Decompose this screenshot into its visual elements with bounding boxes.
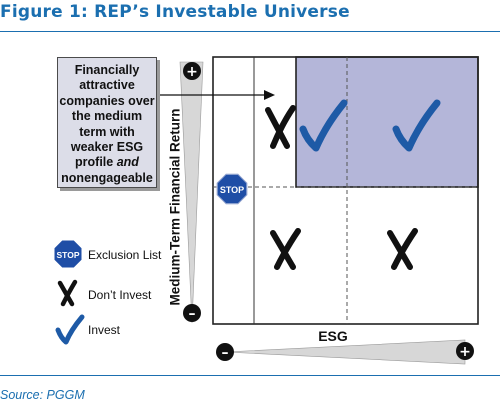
callout-line: companies over: [59, 93, 155, 108]
callout-line: attractive: [79, 78, 135, 93]
callout-and: and: [116, 155, 139, 170]
x-plus-sign: +: [456, 342, 474, 360]
cross-mark-low-low: [270, 228, 301, 270]
svg-text:–: –: [189, 306, 196, 322]
callout-line: Financially: [74, 63, 140, 77]
callout-box: Financially attractive companies over th…: [57, 57, 157, 188]
callout-line: nonengageable: [61, 170, 153, 185]
y-axis-label: Medium-Term Financial Return: [167, 108, 183, 306]
svg-text:STOP: STOP: [220, 185, 244, 195]
invest-region: [296, 57, 478, 187]
figure-title: Figure 1: REP’s Investable Universe: [0, 2, 350, 22]
x-axis-label: ESG: [318, 328, 348, 344]
svg-text:+: +: [186, 64, 198, 80]
callout-line: profile and: [58, 155, 156, 170]
legend-invest-label: Invest: [88, 323, 121, 337]
y-plus-sign: +: [183, 62, 201, 80]
invest-region-border: [295, 56, 479, 188]
cross-mark-low-high: [387, 228, 418, 270]
callout-line: weaker ESG: [70, 140, 144, 155]
x-minus-sign: –: [216, 343, 234, 361]
callout-line: the medium: [71, 109, 143, 124]
svg-text:–: –: [222, 345, 229, 361]
svg-text:+: +: [459, 344, 471, 360]
legend-cross-icon: [57, 279, 78, 307]
top-rule: [0, 31, 500, 32]
check-mark-left: [299, 99, 348, 152]
legend-dont-invest-label: Don’t Invest: [88, 288, 152, 302]
legend-exclusion-label: Exclusion List: [88, 248, 162, 262]
y-minus-sign: –: [183, 304, 201, 322]
bottom-rule: [0, 375, 500, 376]
cross-mark-callout: [265, 105, 296, 149]
callout-profile: profile: [75, 155, 114, 170]
source-note: Source: PGGM: [0, 388, 85, 402]
check-mark-right: [392, 99, 441, 152]
stop-sign-chart: STOP: [216, 173, 248, 205]
legend-check-icon: [55, 314, 85, 345]
callout-arrowhead: [264, 90, 275, 100]
callout-line: term with: [79, 124, 135, 139]
y-axis-wedge: [179, 61, 204, 324]
svg-text:STOP: STOP: [57, 250, 80, 260]
legend-stop-icon: STOP: [53, 239, 83, 269]
